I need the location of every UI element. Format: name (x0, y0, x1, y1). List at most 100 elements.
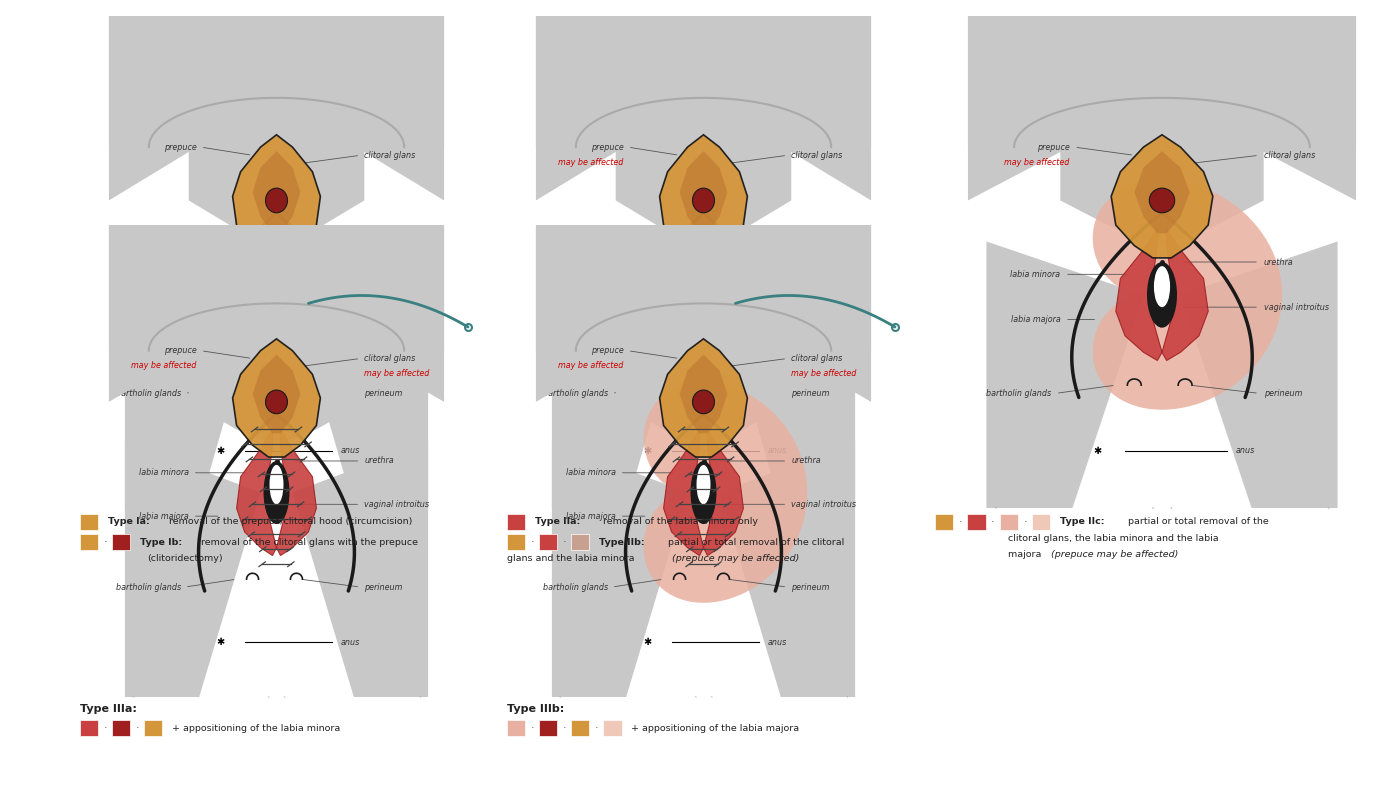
Text: anus: anus (1236, 446, 1256, 455)
Text: labia minora: labia minora (1011, 269, 1060, 279)
Polygon shape (277, 229, 308, 361)
Text: ·: · (595, 723, 599, 733)
Text: vaginal introitus: vaginal introitus (791, 303, 857, 312)
Polygon shape (536, 118, 871, 402)
Polygon shape (720, 441, 855, 705)
Text: vaginal introitus: vaginal introitus (364, 500, 430, 509)
Text: perineum: perineum (364, 582, 403, 592)
Text: ✱: ✱ (644, 637, 652, 647)
Polygon shape (109, 0, 444, 200)
Text: labia minora: labia minora (139, 269, 189, 279)
Polygon shape (967, 0, 1357, 246)
Text: clitoral glans, the labia minora and the labia: clitoral glans, the labia minora and the… (1008, 533, 1218, 543)
Text: vaginal introitus: vaginal introitus (791, 500, 857, 509)
Text: ·: · (563, 537, 567, 547)
Polygon shape (1116, 229, 1162, 361)
Text: Type Ib:: Type Ib: (140, 537, 182, 547)
Polygon shape (252, 355, 301, 433)
Text: ·: · (959, 517, 963, 526)
Polygon shape (703, 229, 743, 361)
Ellipse shape (693, 390, 714, 414)
Ellipse shape (697, 266, 710, 307)
Text: partial or total removal of the clitoral: partial or total removal of the clitoral (665, 537, 844, 547)
Text: prepuce: prepuce (164, 143, 196, 151)
Text: prepuce: prepuce (1037, 143, 1070, 151)
Polygon shape (679, 151, 728, 233)
Polygon shape (664, 429, 703, 556)
Text: clitoral glans: clitoral glans (791, 354, 843, 363)
Text: may be affected: may be affected (1004, 158, 1070, 167)
Text: removal of the prepuce/clitoral hood (circumcision): removal of the prepuce/clitoral hood (ci… (167, 517, 413, 526)
Text: ✱: ✱ (217, 446, 225, 455)
Text: ·: · (563, 723, 567, 733)
Polygon shape (1112, 135, 1212, 258)
Text: bartholin glands: bartholin glands (543, 582, 608, 592)
Text: Type IIb:: Type IIb: (599, 537, 645, 547)
Text: vaginal introitus: vaginal introitus (364, 303, 430, 312)
Ellipse shape (263, 461, 290, 524)
Polygon shape (237, 429, 277, 556)
Text: prepuce: prepuce (591, 143, 624, 151)
Polygon shape (109, 118, 444, 402)
Text: ✱: ✱ (644, 446, 652, 455)
Text: ✱: ✱ (1093, 446, 1102, 455)
Text: clitoral glans: clitoral glans (1264, 151, 1315, 160)
Text: ·: · (104, 723, 108, 733)
Text: urethra: urethra (364, 258, 393, 266)
Ellipse shape (690, 262, 717, 328)
Text: labia majora: labia majora (566, 511, 616, 521)
Text: Type IIa:: Type IIa: (535, 517, 580, 526)
Text: anus: anus (340, 446, 360, 455)
Polygon shape (987, 241, 1144, 516)
Text: labia majora: labia majora (139, 511, 189, 521)
Text: clitoral glans: clitoral glans (791, 151, 843, 160)
Polygon shape (293, 241, 428, 516)
Polygon shape (1162, 229, 1208, 361)
Text: bartholin glands: bartholin glands (116, 388, 181, 398)
Text: (prepuce may be affected): (prepuce may be affected) (672, 554, 799, 563)
Ellipse shape (270, 266, 283, 307)
Polygon shape (552, 441, 687, 705)
Text: urethra: urethra (364, 456, 393, 466)
Text: + appositioning of the labia majora: + appositioning of the labia majora (631, 723, 799, 733)
Polygon shape (125, 241, 260, 516)
Text: ·: · (136, 723, 140, 733)
Polygon shape (109, 0, 444, 246)
Text: urethra: urethra (791, 258, 820, 266)
Text: may be affected: may be affected (791, 369, 857, 378)
Polygon shape (245, 229, 277, 361)
Text: may be affected: may be affected (132, 361, 196, 370)
Ellipse shape (266, 188, 287, 213)
Polygon shape (659, 339, 748, 457)
Text: Type IIIb:: Type IIIb: (507, 704, 564, 714)
Polygon shape (659, 135, 748, 258)
Text: perineum: perineum (791, 582, 830, 592)
Text: partial or total removal of the: partial or total removal of the (1126, 517, 1268, 526)
Text: labia majora: labia majora (1011, 315, 1060, 324)
Ellipse shape (693, 188, 714, 213)
Text: ·: · (1023, 517, 1028, 526)
Polygon shape (967, 0, 1357, 200)
Polygon shape (232, 339, 321, 457)
Text: ·: · (531, 537, 535, 547)
Ellipse shape (697, 465, 710, 504)
Text: glans and the labia minora: glans and the labia minora (507, 554, 637, 563)
Ellipse shape (270, 465, 283, 504)
Text: Type IIIa:: Type IIIa: (80, 704, 137, 714)
Polygon shape (679, 355, 728, 433)
Text: labia minora: labia minora (139, 468, 189, 478)
Text: labia minora: labia minora (566, 269, 616, 279)
Text: removal of the clitoral glans with the prepuce: removal of the clitoral glans with the p… (199, 537, 419, 547)
Polygon shape (552, 241, 687, 516)
Text: ·: · (531, 723, 535, 733)
Polygon shape (293, 441, 428, 705)
Text: clitoral glans: clitoral glans (364, 151, 416, 160)
Text: urethra: urethra (1264, 258, 1294, 266)
Polygon shape (1134, 151, 1190, 233)
Polygon shape (232, 135, 321, 258)
Text: majora: majora (1008, 550, 1044, 559)
Text: may be affected: may be affected (364, 369, 430, 378)
Text: (prepuce may be affected): (prepuce may be affected) (1051, 550, 1179, 559)
Text: labia majora: labia majora (139, 315, 189, 324)
Polygon shape (536, 118, 871, 445)
